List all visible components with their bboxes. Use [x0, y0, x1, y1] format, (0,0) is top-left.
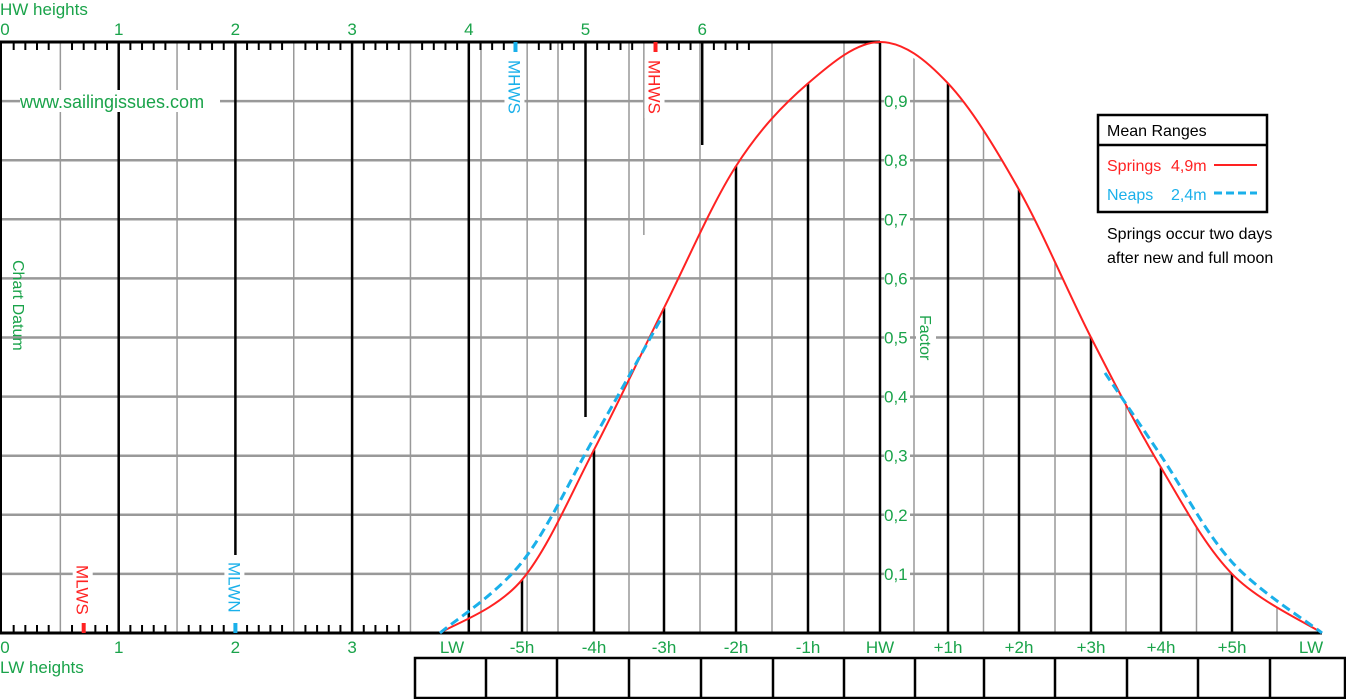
factor-tick-label: 0,7	[884, 210, 908, 229]
marker-mhws-tick	[653, 42, 658, 52]
factor-tick-label: 0,4	[884, 388, 908, 407]
marker-mhwn-label: MHWS	[504, 60, 523, 114]
label-background	[884, 91, 910, 112]
time-tick-label: +2h	[1005, 638, 1034, 657]
label-background	[504, 60, 525, 118]
label-background	[884, 150, 910, 171]
legend-note: after new and full moon	[1107, 250, 1273, 267]
legend-box	[1096, 113, 1269, 214]
factor-tick-label: 0,1	[884, 565, 908, 584]
hw-tick-label: 5	[581, 20, 590, 39]
marker-mlws-label: MLWS	[73, 565, 92, 615]
label-background	[916, 315, 936, 367]
legend-springs-label: Springs	[1107, 158, 1161, 175]
website-label: www.sailingissues.com	[19, 92, 204, 112]
legend-note: Springs occur two days	[1107, 226, 1272, 243]
legend-neaps-value: 2,4m	[1171, 187, 1207, 204]
time-tick-label: +5h	[1218, 638, 1247, 657]
lw-tick-label: 3	[347, 638, 356, 657]
hw-tick-label: 2	[231, 20, 240, 39]
label-background	[884, 268, 910, 289]
label-background	[884, 504, 910, 525]
label-background	[884, 445, 910, 466]
marker-mlws-tick	[81, 623, 86, 633]
lw-tick-label: 0	[0, 638, 9, 657]
time-entry-table	[413, 656, 1346, 699]
factor-axis-title: Factor	[916, 315, 933, 361]
springs-curve	[439, 40, 1323, 634]
time-tick-label: +4h	[1147, 638, 1176, 657]
time-tick-label: +3h	[1077, 638, 1106, 657]
hw-tick-label: 1	[114, 20, 123, 39]
hw-tick-label: 4	[464, 20, 473, 39]
label-background	[224, 562, 245, 618]
marker-mlwn-tick	[233, 623, 238, 633]
lw-tick-label: 1	[114, 638, 123, 657]
factor-tick-label: 0,6	[884, 269, 908, 288]
legend-springs-value: 4,9m	[1171, 158, 1207, 175]
marker-mhwn-tick	[513, 42, 518, 52]
time-tick-label: -2h	[724, 638, 749, 657]
marker-mhws-label: MHWS	[645, 60, 664, 114]
hw-tick-label: 6	[697, 20, 706, 39]
legend-neaps-label: Neaps	[1107, 187, 1153, 204]
factor-tick-label: 0,8	[884, 151, 908, 170]
label-background	[884, 386, 910, 407]
time-tick-label: -3h	[652, 638, 677, 657]
hw-heights-title: HW heights	[0, 0, 88, 19]
chart-datum-label: Chart Datum	[9, 260, 26, 351]
legend-title: Mean Ranges	[1107, 123, 1207, 140]
label-background	[884, 209, 910, 230]
neaps-curve	[439, 319, 662, 635]
factor-tick-label: 0,2	[884, 506, 908, 525]
time-tick-label: HW	[866, 638, 894, 657]
factor-tick-label: 0,5	[884, 329, 908, 348]
factor-tick-label: 0,9	[884, 92, 908, 111]
label-background	[884, 563, 910, 584]
label-background	[72, 565, 93, 621]
lw-tick-label: 2	[231, 638, 240, 657]
hw-tick-label: 0	[0, 20, 9, 39]
lw-heights-title: LW heights	[0, 658, 84, 677]
time-tick-label: LW	[1299, 638, 1323, 657]
time-tick-label: LW	[440, 638, 464, 657]
time-tick-label: +1h	[934, 638, 963, 657]
time-tick-label: -5h	[510, 638, 535, 657]
time-tick-label: -1h	[796, 638, 821, 657]
time-tick-label: -4h	[582, 638, 607, 657]
label-background	[20, 90, 220, 112]
hw-tick-label: 3	[347, 20, 356, 39]
label-background	[884, 327, 910, 348]
factor-tick-label: 0,3	[884, 447, 908, 466]
label-background	[644, 60, 665, 118]
neaps-curve	[1103, 372, 1323, 635]
marker-mlwn-label: MLWN	[224, 562, 243, 613]
